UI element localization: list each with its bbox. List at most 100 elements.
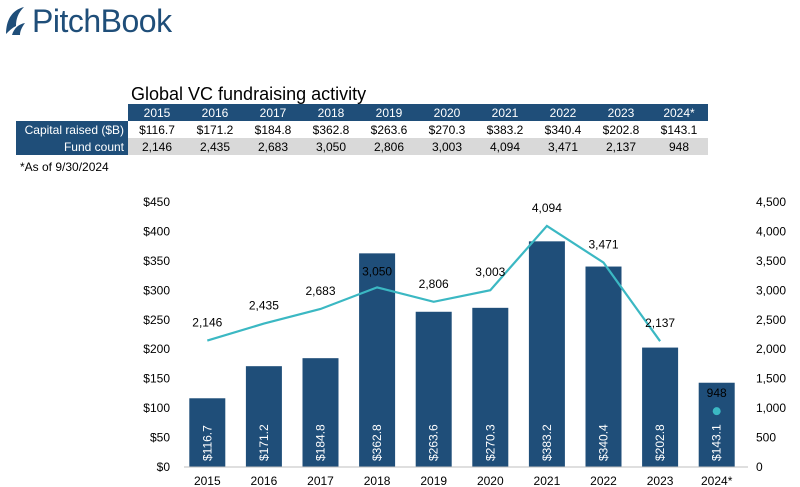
table-cell: $184.8: [244, 121, 302, 138]
bar-value-label: $202.8: [653, 424, 667, 461]
right-axis-tick-label: 4,500: [756, 195, 786, 209]
fund-count-label: 3,471: [588, 238, 618, 252]
fund-count-label: 3,003: [475, 265, 505, 279]
left-axis-tick-label: $300: [143, 283, 170, 297]
table-year-header: 2021: [476, 104, 534, 121]
table-year-header: 2019: [360, 104, 418, 121]
combo-chart: $0 $50 $100 $150 $200 $250 $300 $350 $400 $450 0 50…: [143, 195, 786, 487]
table-cell: 2,806: [360, 138, 418, 155]
bar-value-label: $263.6: [427, 424, 441, 461]
bar-value-label: $270.3: [483, 424, 497, 461]
table-cell: 2,683: [244, 138, 302, 155]
table-row-fund-count: Fund count 2,146 2,435 2,683 3,050 2,806…: [16, 138, 708, 155]
table-cell: $143.1: [650, 121, 708, 138]
table-year-header: 2023: [592, 104, 650, 121]
table-header-row: 2015 2016 2017 2018 2019 2020 2021 2022 …: [16, 104, 708, 121]
table-cell: 4,094: [476, 138, 534, 155]
right-axis-tick-label: 2,000: [756, 342, 786, 356]
table-row-capital: Capital raised ($B) $116.7 $171.2 $184.8…: [16, 121, 708, 138]
bar-value-label: $340.4: [597, 424, 611, 461]
table-year-header: 2024*: [650, 104, 708, 121]
table-year-header: 2015: [128, 104, 186, 121]
left-axis-tick-label: $400: [143, 224, 170, 238]
right-axis-tick-label: 3,500: [756, 254, 786, 268]
left-axis-tick-label: $50: [150, 431, 170, 445]
table-cell: $171.2: [186, 121, 244, 138]
table-year-header: 2016: [186, 104, 244, 121]
left-axis-tick-label: $100: [143, 401, 170, 415]
table-cell: 948: [650, 138, 708, 155]
row-label: Capital raised ($B): [16, 121, 128, 138]
bar: [472, 307, 509, 467]
bar-value-label: $171.2: [257, 424, 271, 461]
table-cell: $202.8: [592, 121, 650, 138]
bar-value-label: $116.7: [200, 425, 214, 461]
x-axis-tick-label: 2019: [420, 474, 447, 487]
bar: [585, 266, 622, 467]
row-label: Fund count: [16, 138, 128, 155]
left-axis-tick-label: $350: [143, 254, 170, 268]
bar: [528, 241, 565, 467]
left-axis-tick-label: $250: [143, 313, 170, 327]
table-cell: $383.2: [476, 121, 534, 138]
bar-value-label: $362.8: [370, 424, 384, 461]
table-year-header: 2020: [418, 104, 476, 121]
right-axis-tick-label: 2,500: [756, 313, 786, 327]
fund-count-label: 2,435: [249, 299, 279, 313]
left-axis-tick-label: $0: [157, 460, 171, 474]
table-cell: 2,137: [592, 138, 650, 155]
x-axis-tick-label: 2020: [477, 474, 504, 487]
brand-name: PitchBook: [32, 3, 172, 39]
x-axis-tick-label: 2015: [194, 474, 221, 487]
pitchbook-logo-mark-icon: [6, 7, 25, 35]
table-cell: $263.6: [360, 121, 418, 138]
x-axis-tick-label: 2024*: [701, 474, 733, 487]
fund-count-label: 2,146: [192, 316, 222, 330]
right-axis-tick-label: 1,500: [756, 372, 786, 386]
bar-value-label: $143.1: [710, 424, 724, 461]
bar-value-label: $383.2: [540, 424, 554, 461]
fund-count-line: [206, 224, 661, 342]
left-axis-tick-label: $150: [143, 372, 170, 386]
table-cell: 2,146: [128, 138, 186, 155]
bar: [359, 253, 396, 467]
table-cell: 3,471: [534, 138, 592, 155]
bar: [189, 398, 226, 467]
x-axis-tick-label: 2023: [647, 474, 674, 487]
bar: [245, 366, 282, 467]
left-axis-tick-label: $450: [143, 195, 170, 209]
left-axis-tick-label: $200: [143, 342, 170, 356]
table-year-header: 2018: [302, 104, 360, 121]
table-cell: $270.3: [418, 121, 476, 138]
data-table: 2015 2016 2017 2018 2019 2020 2021 2022 …: [16, 104, 708, 155]
bar: [698, 382, 735, 467]
fund-count-label: 2,806: [419, 277, 449, 291]
footnote: *As of 9/30/2024: [20, 160, 109, 174]
x-axis-tick-label: 2022: [590, 474, 617, 487]
table-cell: $340.4: [534, 121, 592, 138]
bar-value-label: $184.8: [314, 424, 328, 461]
right-axis-tick-label: 3,000: [756, 283, 786, 297]
table-cell: $362.8: [302, 121, 360, 138]
fund-count-point: [712, 407, 721, 416]
fund-count-label: 2,137: [645, 316, 675, 330]
bar: [642, 347, 679, 467]
table-corner: [16, 104, 128, 121]
fund-count-label: 4,094: [532, 201, 562, 215]
table-year-header: 2022: [534, 104, 592, 121]
table-year-header: 2017: [244, 104, 302, 121]
table-cell: 3,050: [302, 138, 360, 155]
fund-count-label: 948: [707, 386, 727, 400]
table-cell: 3,003: [418, 138, 476, 155]
right-axis-tick-label: 4,000: [756, 224, 786, 238]
table-title: Global VC fundraising activity: [131, 84, 367, 104]
fund-count-label: 2,683: [305, 284, 335, 298]
bar: [302, 358, 339, 467]
fund-count-label: 3,050: [362, 264, 392, 278]
right-axis-tick-label: 1,000: [756, 401, 786, 415]
bar: [415, 311, 452, 467]
right-axis-tick-label: 500: [756, 431, 776, 445]
right-axis-tick-label: 0: [756, 460, 763, 474]
x-axis-tick-label: 2018: [364, 474, 391, 487]
table-cell: $116.7: [128, 121, 186, 138]
